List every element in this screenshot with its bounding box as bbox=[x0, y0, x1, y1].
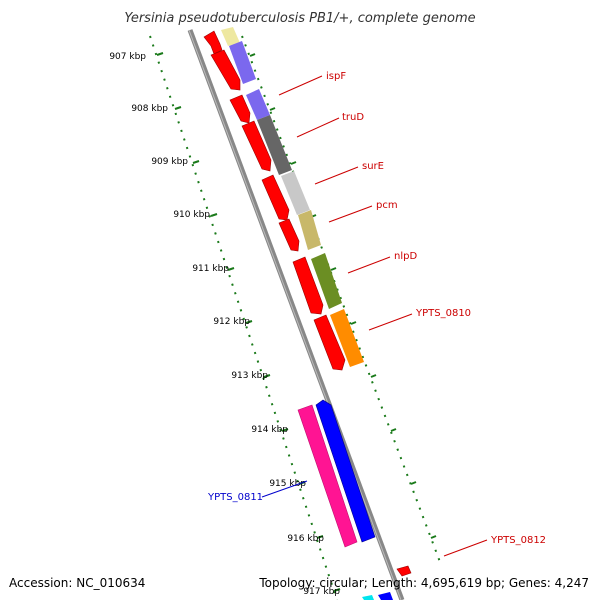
inner-scale-rail bbox=[149, 35, 338, 601]
gene-label-ypts-0812: YPTS_0812 bbox=[490, 535, 546, 546]
gene-label-ypts-0810: YPTS_0810 bbox=[415, 308, 471, 319]
tick-mark bbox=[281, 428, 289, 432]
label-leaders bbox=[261, 75, 488, 557]
cds-arrow bbox=[315, 399, 376, 543]
gene-label-pcm: pcm bbox=[376, 200, 398, 211]
cds-arrow bbox=[261, 174, 290, 221]
tick-label: 917 kbp bbox=[303, 587, 340, 597]
cds-arrow bbox=[396, 565, 412, 577]
tick-mark bbox=[245, 320, 253, 324]
tick-mark bbox=[156, 52, 164, 56]
tick-mark bbox=[430, 535, 437, 539]
cds-arrow bbox=[297, 404, 358, 548]
outer-scale-rail bbox=[241, 35, 441, 563]
tick-label: 910 kbp bbox=[173, 210, 210, 220]
gene-bar bbox=[281, 171, 310, 215]
gene-bar bbox=[378, 592, 393, 600]
tick-mark bbox=[249, 53, 256, 57]
gene-label-truD: truD bbox=[342, 112, 364, 123]
tick-label: 913 kbp bbox=[231, 371, 268, 381]
gene-bar bbox=[246, 89, 270, 120]
tick-label: 915 kbp bbox=[269, 479, 306, 489]
tick-mark bbox=[390, 428, 397, 432]
leader-line bbox=[368, 313, 413, 331]
gene-bar bbox=[221, 27, 240, 46]
gene-label-ypts-0811: YPTS_0811 bbox=[207, 492, 263, 503]
scale-rails bbox=[149, 35, 441, 601]
tick-mark bbox=[333, 588, 341, 592]
tick-label: 911 kbp bbox=[192, 264, 229, 274]
tick-mark bbox=[410, 481, 417, 485]
gene-bar bbox=[257, 115, 292, 175]
leader-line bbox=[328, 205, 373, 223]
tick-mark bbox=[269, 107, 276, 111]
tick-label: 907 kbp bbox=[109, 52, 146, 62]
gene-label-nlpD: nlpD bbox=[394, 251, 417, 262]
gene-labels: ispF truD surE pcm nlpD YPTS_0810 YPTS_0… bbox=[207, 71, 546, 546]
cds-arrow bbox=[241, 120, 272, 172]
forward-strand-cds bbox=[297, 399, 376, 548]
gene-bar bbox=[362, 595, 374, 600]
tick-mark bbox=[350, 321, 357, 325]
tick-mark bbox=[316, 535, 324, 539]
gene-feature-bars bbox=[221, 27, 393, 600]
backbone-highlight bbox=[188, 29, 402, 601]
cds-arrow bbox=[292, 256, 324, 315]
leader-line bbox=[296, 117, 340, 138]
tick-mark bbox=[330, 267, 337, 271]
cds-arrow bbox=[278, 218, 300, 252]
tick-label: 914 kbp bbox=[251, 425, 288, 435]
tick-label: 916 kbp bbox=[287, 534, 324, 544]
leader-line bbox=[443, 539, 488, 557]
tick-label: 908 kbp bbox=[131, 104, 168, 114]
reverse-strand-cds bbox=[203, 30, 412, 577]
tick-mark bbox=[227, 267, 235, 271]
tick-mark bbox=[290, 161, 297, 165]
accession-text: Accession: NC_010634 bbox=[9, 576, 145, 590]
tick-label: 909 kbp bbox=[151, 157, 188, 167]
tick-label: 912 kbp bbox=[213, 317, 250, 327]
tick-mark bbox=[192, 160, 200, 164]
cds-arrow bbox=[229, 94, 251, 124]
leader-line bbox=[347, 256, 391, 274]
leader-line bbox=[261, 480, 308, 498]
genome-backbone bbox=[187, 29, 405, 601]
topology-text: Topology: circular; Length: 4,695,619 bp… bbox=[258, 576, 589, 590]
leader-line bbox=[278, 75, 323, 96]
gene-bar bbox=[330, 309, 364, 367]
tick-mark bbox=[174, 106, 182, 110]
cds-arrow bbox=[210, 49, 241, 91]
minor-ticks bbox=[249, 53, 437, 539]
gene-label-surE: surE bbox=[362, 161, 384, 172]
tick-mark bbox=[370, 374, 377, 378]
leader-line bbox=[314, 166, 359, 185]
backbone-line bbox=[187, 29, 405, 601]
scale-labels: 907 kbp 908 kbp 909 kbp 910 kbp 911 kbp … bbox=[109, 52, 340, 597]
cds-arrow bbox=[313, 314, 346, 371]
gene-bar bbox=[229, 41, 256, 84]
gene-bar bbox=[311, 253, 342, 309]
gene-label-ispF: ispF bbox=[326, 71, 346, 82]
gene-bar bbox=[298, 210, 321, 250]
cds-arrow bbox=[203, 30, 223, 55]
tick-mark bbox=[210, 213, 218, 217]
tick-mark bbox=[263, 374, 271, 378]
map-title: Yersinia pseudotuberculosis PB1/+, compl… bbox=[124, 11, 475, 26]
